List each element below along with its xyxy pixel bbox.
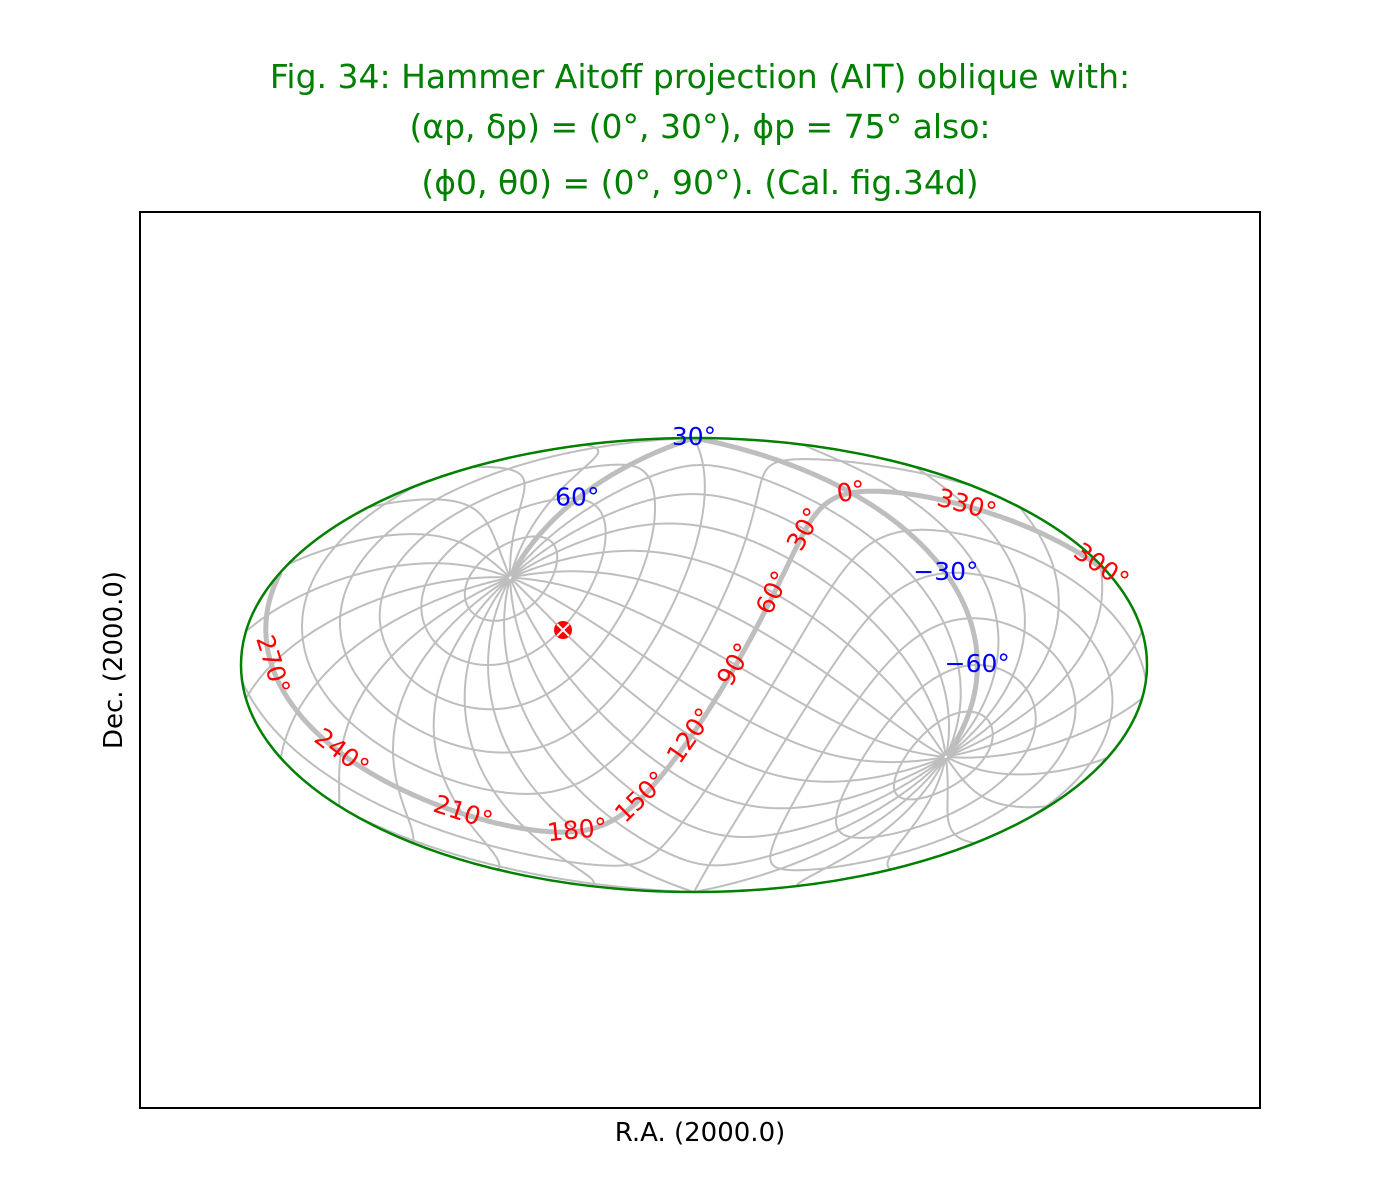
- title-line-1: Fig. 34: Hammer Aitoff projection (AIT) …: [270, 57, 1130, 96]
- dec-tick-label: 60°: [555, 483, 599, 512]
- meridian-line: [463, 578, 947, 887]
- parallel-line: [463, 535, 559, 622]
- parallel-line: [241, 528, 1147, 867]
- parallel-line: [339, 438, 706, 754]
- y-axis-label: Dec. (2000.0): [99, 571, 129, 749]
- ra-tick-label: 210°: [430, 789, 496, 835]
- dec-tick-label: −30°: [913, 557, 978, 586]
- pole-marker: [554, 621, 572, 639]
- ra-tick-label: 0°: [834, 474, 867, 508]
- parallel-line: [263, 488, 1108, 835]
- parallel-line: [357, 571, 1114, 892]
- ra-tick-label: 120°: [661, 702, 719, 768]
- meridian-line: [246, 562, 1143, 758]
- x-axis-label: R.A. (2000.0): [615, 1118, 786, 1148]
- meridian-line: [432, 578, 947, 871]
- marker-cross: [556, 623, 570, 637]
- ra-tick-label: 270°: [250, 631, 296, 697]
- title-line-2: (αp, δp) = (0°, 30°), ϕp = 75° also:: [409, 107, 990, 146]
- meridian-line: [392, 577, 975, 844]
- meridian-line: [511, 522, 947, 756]
- ra-tick-label: 180°: [546, 812, 609, 847]
- dec-tick-label: 30°: [672, 422, 716, 451]
- meridian-line: [369, 498, 1060, 757]
- ra-tick-label: 90°: [711, 638, 758, 691]
- ra-tick-label: 240°: [309, 722, 374, 782]
- parallel-line: [420, 497, 607, 666]
- parallel-line: [769, 617, 1077, 872]
- meridian-line: [509, 443, 1000, 757]
- parallel-line: [835, 664, 1037, 839]
- parallel-line: [893, 710, 994, 801]
- ra-tick-label: 60°: [750, 566, 796, 619]
- plot-frame: [139, 211, 1261, 1109]
- title-line-3: (ϕ0, θ0) = (0°, 90°). (Cal. fig.34d): [421, 163, 978, 202]
- graticule-lines: [241, 438, 1147, 892]
- projection-border: [239, 436, 1149, 894]
- parallel-line: [301, 458, 971, 795]
- dec-tick-labels: 30° 60° −30° −60°: [555, 422, 1010, 678]
- ra-tick-label: 330°: [934, 483, 1000, 527]
- graticule-reference-lines: [263, 438, 1108, 835]
- meridian-line: [279, 576, 1107, 776]
- parallel-line: [378, 463, 656, 711]
- dec-tick-label: −60°: [945, 649, 1010, 678]
